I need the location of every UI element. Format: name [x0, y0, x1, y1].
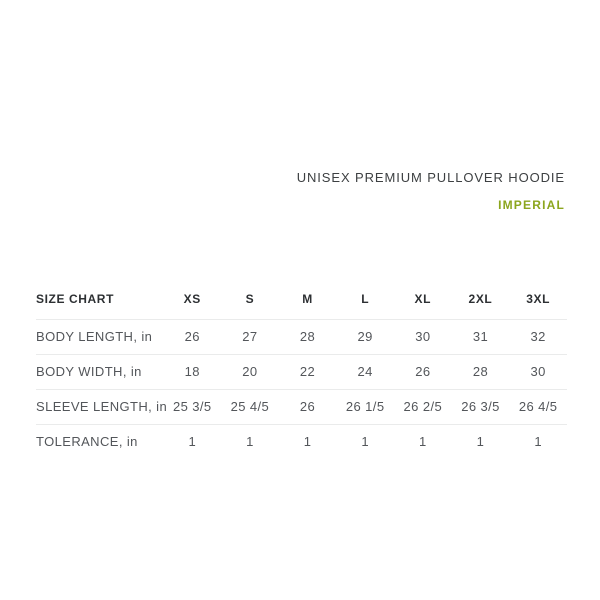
- cell-value: 26 4/5: [518, 399, 558, 414]
- cell-value: 1: [246, 434, 254, 449]
- cell-value: 31: [472, 329, 489, 344]
- cell-value: 26 1/5: [345, 399, 385, 414]
- row-label: BODY LENGTH, in: [36, 329, 153, 344]
- cell-value: 29: [357, 329, 373, 344]
- column-header-xs: XS: [163, 292, 222, 320]
- row-label: SLEEVE LENGTH, in: [36, 399, 168, 414]
- cell-value: 25 3/5: [172, 399, 212, 414]
- cell-value: 26: [415, 364, 431, 379]
- table-row-sleeve-length: SLEEVE LENGTH, in 25 3/5 25 4/5 26 26 1/…: [36, 390, 567, 425]
- cell-value: 1: [303, 434, 312, 449]
- cell-value: 25 4/5: [230, 399, 270, 414]
- cell-value: 28: [299, 329, 316, 344]
- table-row-tolerance: TOLERANCE, in 1 1 1 1 1 1 1: [36, 425, 567, 460]
- size-chart-table: SIZE CHART XS S M L XL 2XL 3XL BODY LENG…: [36, 292, 567, 459]
- cell-value: 1: [419, 434, 427, 449]
- cell-value: 20: [242, 364, 258, 379]
- cell-value: 1: [188, 434, 197, 449]
- column-header-l: L: [336, 292, 394, 320]
- cell-value: 27: [242, 329, 258, 344]
- unit-toggle-imperial[interactable]: IMPERIAL: [498, 198, 565, 212]
- column-header-2xl: 2XL: [451, 292, 510, 320]
- cell-value: 1: [361, 434, 369, 449]
- size-guide-header: UNISEX PREMIUM PULLOVER HOODIE IMPERIAL: [297, 170, 565, 214]
- table-header-row: SIZE CHART XS S M L XL 2XL 3XL: [36, 292, 567, 320]
- cell-value: 26: [184, 329, 200, 344]
- cell-value: 1: [534, 434, 542, 449]
- cell-value: 28: [472, 364, 489, 379]
- column-header-3xl: 3XL: [509, 292, 567, 320]
- cell-value: 18: [184, 364, 200, 379]
- cell-value: 1: [476, 434, 485, 449]
- cell-value: 24: [357, 364, 373, 379]
- table-row-body-width: BODY WIDTH, in 18 20 22 24 26 28 30: [36, 355, 567, 390]
- row-label: BODY WIDTH, in: [36, 364, 142, 379]
- cell-value: 22: [299, 364, 316, 379]
- cell-value: 26: [299, 399, 316, 414]
- table-row-body-length: BODY LENGTH, in 26 27 28 29 30 31 32: [36, 320, 567, 355]
- column-header-s: S: [221, 292, 279, 320]
- row-label: TOLERANCE, in: [36, 434, 138, 449]
- cell-value: 30: [530, 364, 546, 379]
- cell-value: 26 3/5: [461, 399, 500, 414]
- column-header-m: M: [278, 292, 337, 320]
- cell-value: 32: [530, 329, 546, 344]
- cell-value: 30: [415, 329, 431, 344]
- product-title: UNISEX PREMIUM PULLOVER HOODIE: [296, 170, 565, 185]
- column-header-size-chart: SIZE CHART: [36, 292, 164, 320]
- column-header-xl: XL: [394, 292, 452, 320]
- cell-value: 26 2/5: [403, 399, 443, 414]
